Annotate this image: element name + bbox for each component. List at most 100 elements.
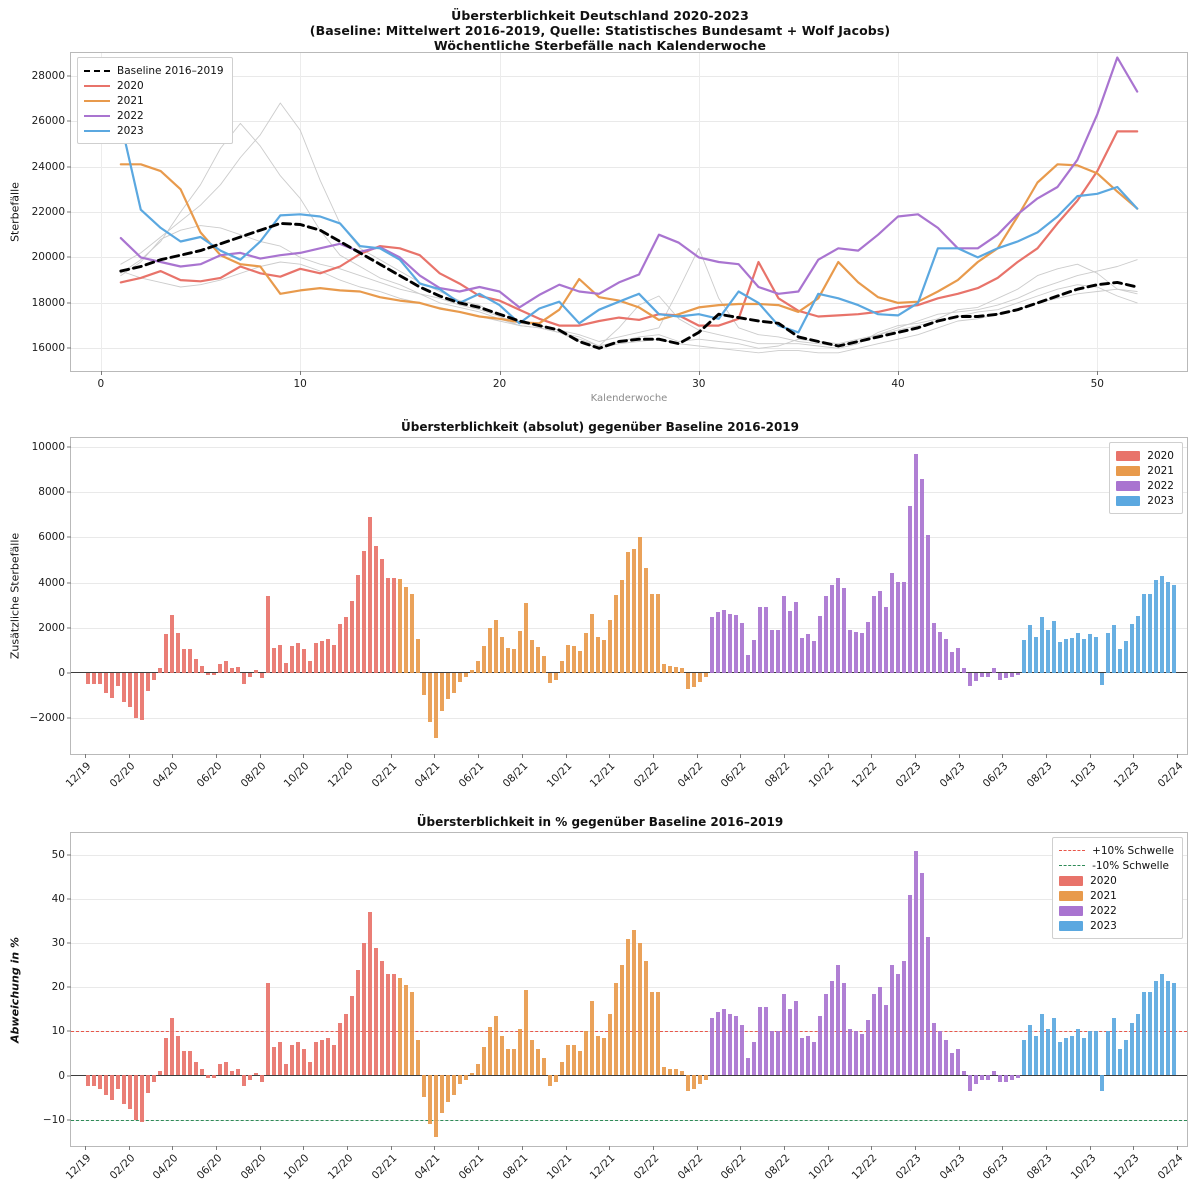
panel2-xtick-mark [1133, 754, 1135, 758]
panel2-legend-item[interactable]: 2023 [1116, 493, 1174, 508]
panel3-bar [373, 947, 379, 1076]
panel2-xtick-mark [652, 754, 654, 758]
panel2-bar [385, 577, 391, 673]
panel3-bar [1075, 1029, 1081, 1076]
panel-1-axes: Sterbefälle Kalenderwoche Baseline 2016–… [9, 52, 1188, 404]
panel-1-legend-item[interactable]: 2020 [84, 78, 224, 93]
panel2-xtick-mark [609, 754, 611, 758]
panel3-bar [1087, 1031, 1093, 1076]
panel3-bar [529, 1040, 535, 1076]
panel3-bar [415, 1040, 421, 1076]
panel2-bar [685, 672, 691, 689]
panel3-xtick-mark [696, 1146, 698, 1150]
panel2-legend-item[interactable]: 2022 [1116, 478, 1174, 493]
panel3-legend-item[interactable]: 2023 [1059, 918, 1174, 933]
panel3-bar [85, 1075, 91, 1087]
panel2-legend-item[interactable]: 2020 [1116, 448, 1174, 463]
panel2-bar [133, 672, 139, 718]
panel-1-xtick-mark [1097, 371, 1099, 375]
panel3-xtick-label: 10/22 [806, 1152, 837, 1182]
panel3-legend-item[interactable]: 2020 [1059, 873, 1174, 888]
panel3-legend-item[interactable]: -10% Schwelle [1059, 858, 1174, 873]
panel2-bar [247, 672, 253, 678]
panel3-bar [709, 1018, 715, 1076]
panel-1-line-2023 [119, 121, 1139, 334]
panel3-legend-item[interactable]: 2022 [1059, 903, 1174, 918]
panel2-bar [1009, 672, 1015, 678]
panel-1-legend-item[interactable]: 2023 [84, 123, 224, 138]
suptitle-line-2: (Baseline: Mittelwert 2016-2019, Quelle:… [309, 23, 891, 38]
panel3-bar [175, 1035, 181, 1076]
panel-1-ytick-mark [67, 75, 71, 77]
panel2-gridline [71, 717, 1187, 719]
panel2-bar [163, 634, 169, 673]
figure-suptitle: Übersterblichkeit Deutschland 2020-2023 … [0, 8, 1200, 53]
panel3-bar [445, 1075, 451, 1102]
panel-3-legend[interactable]: +10% Schwelle -10% Schwelle 2020 2021 2022 20… [1052, 837, 1183, 939]
panel2-bar [487, 627, 493, 673]
panel-1-ytick-mark [67, 302, 71, 304]
panel-1-ytick-mark [67, 166, 71, 168]
panel3-bar [583, 1031, 589, 1076]
panel2-bar [271, 647, 277, 673]
panel-1-line-baseline [119, 221, 1139, 350]
panel3-bar [787, 1009, 793, 1076]
panel3-bar [811, 1042, 817, 1076]
panel2-xtick-mark [696, 754, 698, 758]
panel3-xtick-mark [478, 1146, 480, 1150]
panel2-bar [139, 672, 145, 721]
panel3-xtick-label: 02/22 [631, 1152, 662, 1182]
panel2-bar [907, 505, 913, 673]
panel3-legend-item[interactable]: +10% Schwelle [1059, 843, 1174, 858]
panel2-xtick-mark [85, 754, 86, 758]
panel-1-legend-item[interactable]: 2021 [84, 93, 224, 108]
panel3-legend-item[interactable]: 2021 [1059, 888, 1174, 903]
panel-1-legend[interactable]: Baseline 2016–2019 2020 2021 2022 2023 [77, 57, 233, 144]
panel2-bar [283, 662, 289, 673]
panel2-bar [547, 672, 553, 683]
panel3-bar [799, 1037, 805, 1076]
panel2-xtick-mark [390, 754, 392, 758]
panel3-bar [1009, 1075, 1015, 1080]
panel3-bar [691, 1075, 697, 1089]
panel3-ytick-mark [67, 898, 71, 900]
panel2-bar [469, 670, 475, 673]
panel2-bar [541, 655, 547, 673]
panel2-bar [1147, 593, 1153, 673]
panel2-bar [859, 633, 865, 673]
panel-1-legend-item[interactable]: Baseline 2016–2019 [84, 63, 224, 78]
panel3-bar [1003, 1075, 1009, 1083]
panel2-bar [295, 643, 301, 673]
panel3-xtick-label: 10/23 [1068, 1152, 1099, 1182]
panel3-bar [313, 1042, 319, 1076]
panel-2-axes: Zusätzliche Sterbefälle 2020 2021 2022 2023… [9, 437, 1188, 790]
panel-1-legend-label: Baseline 2016–2019 [117, 64, 224, 77]
panel2-ytick-mark [67, 491, 71, 493]
panel2-bar [1039, 617, 1045, 673]
panel2-bar [847, 629, 853, 673]
panel2-bar [1135, 616, 1141, 673]
panel3-bar [475, 1064, 481, 1076]
panel-1-legend-item[interactable]: 2022 [84, 108, 224, 123]
panel3-bar [1153, 980, 1159, 1076]
panel2-legend-item[interactable]: 2021 [1116, 463, 1174, 478]
panel2-xtick-label: 08/23 [1024, 760, 1055, 790]
panel3-xtick-label: 10/20 [281, 1152, 312, 1182]
panel3-bar [937, 1031, 943, 1076]
panel-2-legend[interactable]: 2020 2021 2022 2023 [1109, 442, 1183, 514]
panel2-xtick-label: 08/20 [238, 760, 269, 790]
panel3-bar [955, 1049, 961, 1076]
panel2-bar [217, 663, 223, 673]
panel-1-gridline [71, 212, 1187, 213]
panel-1-gridline-v [898, 53, 899, 371]
panel3-legend-swatch [1059, 875, 1084, 886]
panel2-legend-label: 2021 [1147, 464, 1174, 477]
panel-1-xtick-label: 50 [1090, 378, 1104, 390]
panel2-xtick-mark [871, 754, 873, 758]
panel3-bar [1105, 1031, 1111, 1076]
panel2-bar [805, 634, 811, 673]
panel3-bar [973, 1075, 979, 1085]
panel2-ytick-mark [67, 627, 71, 629]
panel2-ytick-label: 4000 [38, 576, 65, 589]
panel3-bar [1027, 1024, 1033, 1076]
